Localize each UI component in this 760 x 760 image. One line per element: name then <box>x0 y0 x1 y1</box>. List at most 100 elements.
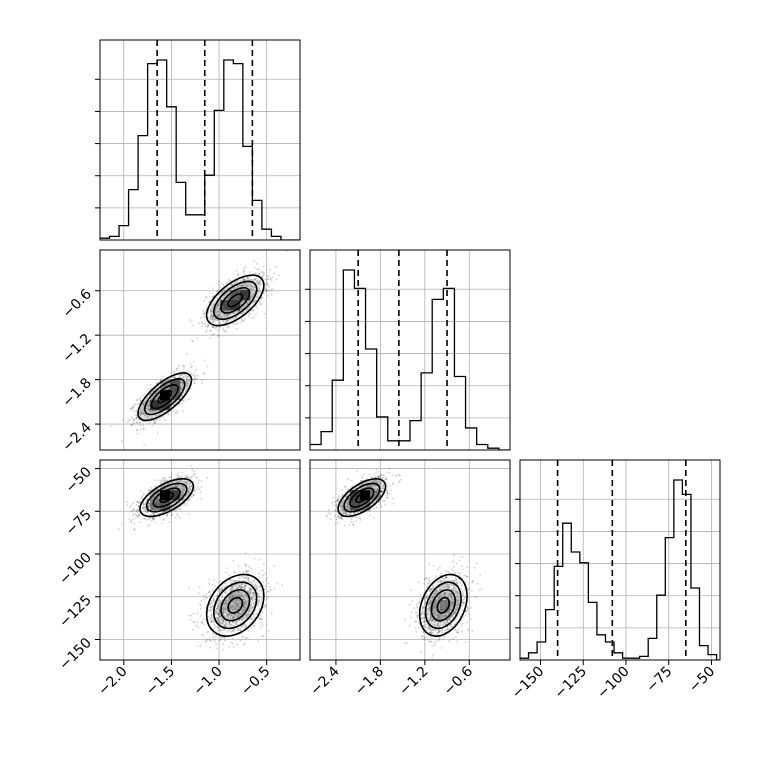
histogram-panel-1 <box>310 250 510 450</box>
histogram-bin-0-9 <box>186 215 196 240</box>
histogram-bin-0-17 <box>262 229 272 240</box>
histogram-bin-0-5 <box>148 64 158 240</box>
histogram-bin-2-18 <box>674 480 683 660</box>
density-cells-1 <box>150 480 251 621</box>
hist-2-xtick-label-2: −100 <box>594 664 633 703</box>
histogram-bin-2-19 <box>682 494 691 660</box>
histogram-bin-1-7 <box>388 441 399 450</box>
dens-0-ytick-label-3: −0.6 <box>59 286 94 321</box>
density-panel-1 <box>100 460 300 660</box>
histogram-bin-1-13 <box>454 377 465 450</box>
histogram-bin-1-15 <box>477 444 488 450</box>
dens-2-xtick-label-3: −0.6 <box>441 663 476 698</box>
histogram-frame-1 <box>309 249 511 451</box>
contour-2-0-3 <box>337 478 387 518</box>
histogram-bin-0-15 <box>243 146 253 240</box>
dens-1-xtick-label-3: −0.5 <box>238 664 273 699</box>
contour-1-1-1 <box>220 589 251 622</box>
histogram-bin-2-6 <box>571 552 580 660</box>
dens-1-ytick-label-1: −125 <box>56 592 95 631</box>
histogram-step-2 <box>520 479 720 660</box>
histogram-bin-0-14 <box>233 64 243 240</box>
contour-0-0-1 <box>150 384 179 410</box>
histogram-bin-2-21 <box>699 646 708 660</box>
contour-2-1-1 <box>430 589 456 622</box>
density-panel-0 <box>100 250 300 450</box>
histogram-bin-1-8 <box>399 441 410 450</box>
histogram-bin-1-14 <box>466 428 477 450</box>
histogram-bin-0-4 <box>138 136 148 240</box>
contour-1-1-2 <box>213 581 258 630</box>
contour-1-1-3 <box>205 573 265 637</box>
histogram-bin-0-12 <box>214 110 224 240</box>
histogram-frame-0 <box>99 39 301 241</box>
histogram-bin-2-16 <box>657 595 666 660</box>
contour-0-0-3 <box>137 372 193 422</box>
histogram-bin-1-10 <box>421 373 432 450</box>
contour-2-1-0 <box>436 596 451 614</box>
scatter-points-1 <box>117 465 283 660</box>
histogram-bin-2-14 <box>640 656 649 660</box>
histogram-step-1 <box>310 269 510 450</box>
histogram-bin-0-10 <box>195 215 205 240</box>
histogram-bin-2-15 <box>648 638 657 660</box>
histogram-bin-0-8 <box>176 182 186 240</box>
histogram-bin-2-7 <box>580 563 589 660</box>
density-frame-1 <box>99 459 301 661</box>
histogram-bin-2-17 <box>665 538 674 660</box>
hist-2-xtick-label-3: −75 <box>643 664 675 696</box>
contour-2-0-0 <box>355 492 369 504</box>
histogram-bin-1-6 <box>377 417 388 450</box>
histogram-bin-0-16 <box>252 200 262 240</box>
scatter-points-0 <box>110 250 288 446</box>
contour-2-1-2 <box>424 581 462 630</box>
histogram-bin-1-0 <box>310 444 321 450</box>
histogram-bin-0-11 <box>205 175 215 240</box>
dens-1-ytick-label-4: −50 <box>63 464 95 496</box>
hist-2-xtick-label-1: −125 <box>552 664 591 703</box>
histogram-bin-2-3 <box>546 610 555 660</box>
histogram-bin-2-4 <box>554 566 563 660</box>
histogram-bin-2-8 <box>588 602 597 660</box>
dens-1-xtick-label-0: −2.0 <box>95 664 130 699</box>
dens-1-xtick-label-2: −1.0 <box>191 664 226 699</box>
dens-2-xtick-label-0: −2.4 <box>307 663 342 698</box>
contour-2-0-1 <box>349 487 375 508</box>
dens-1-ytick-label-3: −75 <box>63 507 95 539</box>
histogram-bin-0-3 <box>129 190 139 240</box>
contour-1-1-0 <box>227 596 244 614</box>
histogram-bin-0-1 <box>110 236 120 240</box>
contour-0-0-2 <box>143 378 186 416</box>
contour-1-0-2 <box>145 482 188 513</box>
contour-0-1-3 <box>205 274 265 327</box>
histogram-step-0 <box>100 59 300 240</box>
histogram-frame-2 <box>519 459 721 661</box>
contour-2-0-2 <box>343 482 381 513</box>
histogram-bin-1-2 <box>332 380 343 450</box>
histogram-bin-2-1 <box>529 653 538 660</box>
histogram-bin-2-22 <box>708 655 717 660</box>
histogram-bin-1-11 <box>432 299 443 450</box>
histogram-bin-1-9 <box>410 421 421 450</box>
density-panel-2 <box>310 460 510 660</box>
histogram-bin-2-11 <box>614 653 623 660</box>
histogram-bin-2-2 <box>537 642 546 660</box>
dens-1-ytick-label-2: −100 <box>56 550 95 589</box>
dens-1-xtick-label-1: −1.5 <box>143 664 178 699</box>
contour-2-1-3 <box>418 573 468 637</box>
histogram-bin-1-3 <box>343 270 354 450</box>
histogram-bin-0-2 <box>119 226 129 240</box>
histogram-bin-2-20 <box>691 588 700 660</box>
histogram-panel-0 <box>100 40 300 240</box>
dens-0-ytick-label-2: −1.2 <box>59 331 94 366</box>
hist-2-xtick-label-0: −150 <box>509 664 548 703</box>
dens-2-xtick-label-1: −1.8 <box>352 664 387 699</box>
contour-0-0-0 <box>157 389 173 404</box>
histogram-bin-2-9 <box>597 635 606 660</box>
contour-0-1-2 <box>213 280 258 321</box>
histogram-panel-2 <box>520 460 720 660</box>
density-frame-2 <box>309 459 511 661</box>
hist-2-xtick-label-4: −50 <box>686 664 718 696</box>
histogram-bin-0-18 <box>271 236 281 240</box>
